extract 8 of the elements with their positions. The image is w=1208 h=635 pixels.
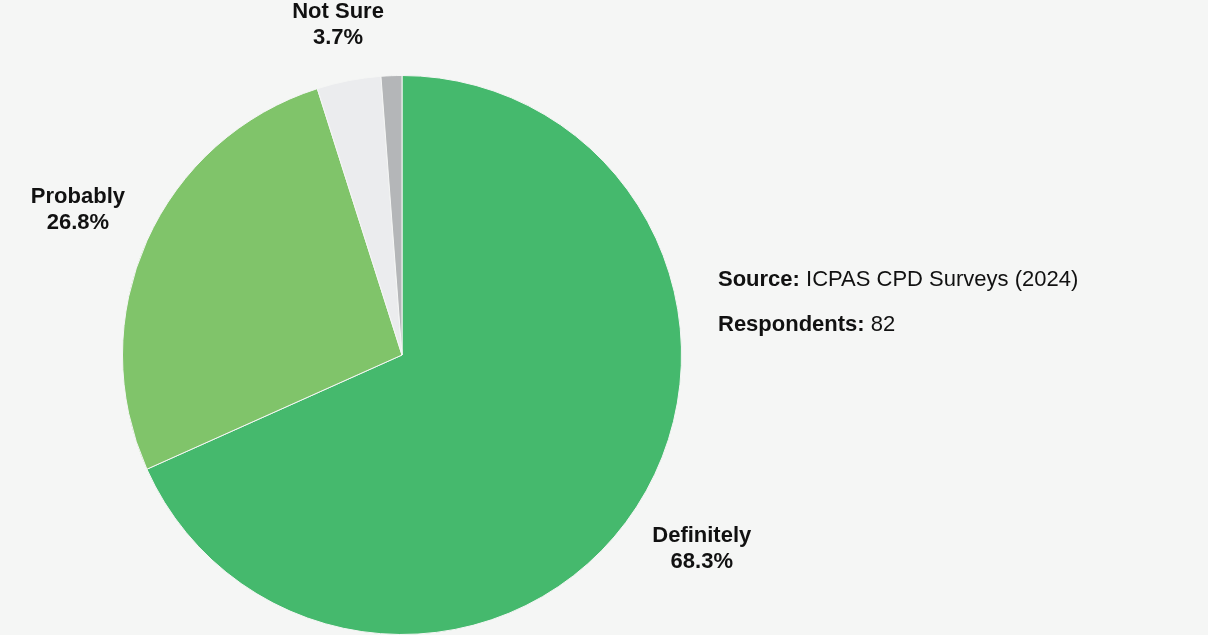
data-label: 3.7% (312, 24, 364, 50)
data-label: 26.8% (46, 208, 110, 234)
data-label: 68.3% (670, 548, 733, 574)
text: Respondents: 82 (718, 311, 896, 337)
slice-label: Not Sure (292, 0, 384, 24)
source-note: Source: ICPAS CPD Surveys (2024) (718, 266, 1079, 292)
slice-label: Definitely (652, 522, 753, 548)
slice-label: Probably (30, 182, 126, 208)
